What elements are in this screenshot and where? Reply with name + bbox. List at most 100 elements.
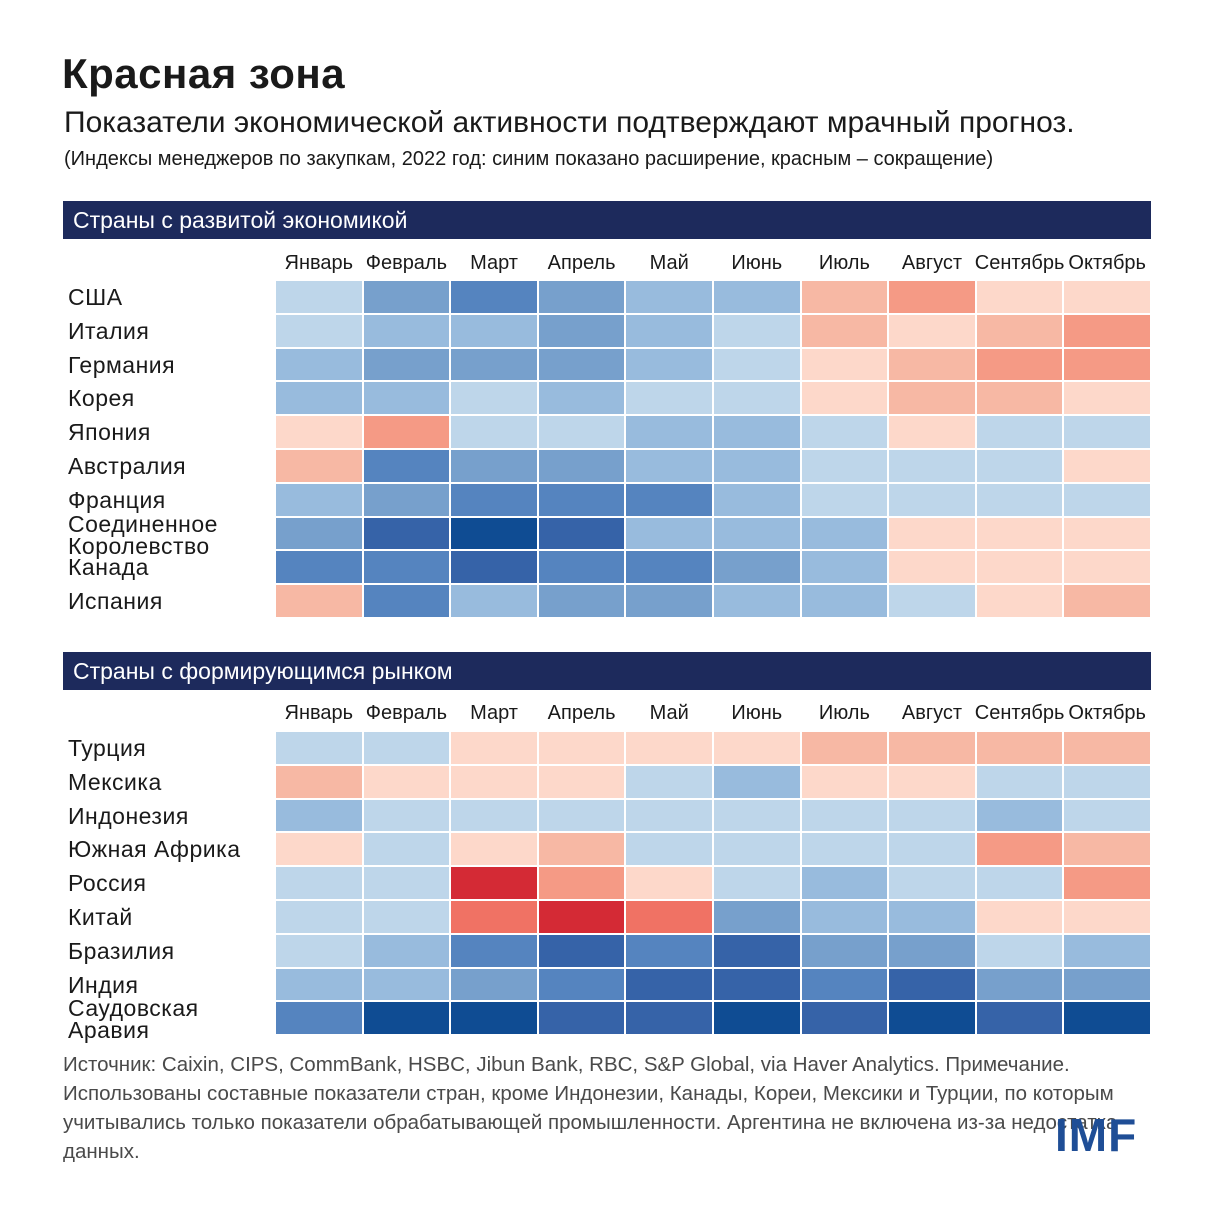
heatmap-cell	[975, 313, 1064, 348]
country-label: Канада	[68, 554, 149, 581]
heatmap-cell	[713, 764, 801, 799]
heatmap-cell	[888, 866, 976, 900]
heatmap-cell	[888, 1001, 976, 1036]
heatmap-cell	[275, 347, 363, 382]
heatmap-cell	[1063, 313, 1151, 348]
heatmap-cell	[800, 347, 889, 382]
heatmap-cell	[625, 933, 713, 968]
heatmap-cell	[275, 415, 363, 449]
heatmap-cell	[450, 933, 538, 968]
heatmap-cell	[275, 731, 363, 765]
country-label: Бразилия	[68, 937, 175, 964]
heatmap-cell	[450, 798, 538, 833]
heatmap-cell	[275, 798, 363, 833]
heatmap-cell	[888, 516, 976, 551]
country-label: Турция	[68, 735, 147, 761]
heatmap-cell	[450, 482, 538, 517]
heatmap-cell	[975, 832, 1064, 867]
month-label: Февраль	[365, 702, 448, 724]
heatmap-cell	[450, 381, 538, 416]
heatmap-cell	[1063, 280, 1151, 314]
heatmap-cell	[362, 798, 451, 833]
heatmap-cell	[713, 313, 801, 348]
heatmap-cell	[537, 516, 626, 551]
chart-subtitle: Показатели экономической активности подт…	[64, 106, 1075, 139]
heatmap-cell	[1063, 866, 1151, 900]
heatmap-cell	[625, 313, 713, 348]
imf-logo: IMF	[1055, 1109, 1138, 1161]
heatmap-cell	[625, 449, 713, 483]
heatmap-cell	[975, 933, 1064, 968]
month-label: Май	[649, 702, 689, 724]
heatmap-cell	[975, 550, 1064, 585]
heatmap-cell	[275, 584, 363, 618]
heatmap-cell	[362, 832, 451, 867]
section-header-advanced: Страны с развитой экономикой	[63, 201, 1151, 239]
heatmap-cell	[625, 866, 713, 900]
heatmap-cell	[450, 449, 538, 483]
heatmap-cell	[275, 550, 363, 585]
heatmap-cell	[975, 1001, 1064, 1036]
country-label: Соединенное Королевство	[68, 510, 218, 559]
heatmap-cell	[975, 584, 1064, 618]
month-label: Июнь	[731, 702, 783, 724]
month-label: Октябрь	[1068, 702, 1146, 724]
heatmap-cell	[1063, 933, 1151, 968]
heatmap-cell	[1063, 482, 1151, 517]
month-label: Март	[470, 702, 518, 724]
heatmap-cell	[888, 967, 976, 1002]
heatmap-cell	[800, 967, 889, 1002]
heatmap-cell	[713, 731, 801, 765]
heatmap-cell	[537, 1001, 626, 1036]
heatmap-cell	[362, 584, 451, 618]
heatmap-cell	[362, 866, 451, 900]
heatmap-cell	[537, 381, 626, 416]
heatmap-cell	[537, 866, 626, 900]
heatmap-cell	[888, 584, 976, 618]
month-label: Апрель	[547, 252, 616, 274]
heatmap-cell	[362, 967, 451, 1002]
heatmap-cell	[537, 347, 626, 382]
heatmap-cell	[537, 280, 626, 314]
heatmap-cell	[362, 731, 451, 765]
country-label: Франция	[68, 486, 166, 513]
heatmap-cell	[275, 280, 363, 314]
heatmap-cell	[713, 832, 801, 867]
heatmap-cell	[450, 866, 538, 900]
heatmap-cell	[450, 832, 538, 867]
month-label: Август	[901, 702, 963, 724]
heatmap-cell	[713, 482, 801, 517]
heatmap-cell	[713, 866, 801, 900]
heatmap-cell	[1063, 731, 1151, 765]
heatmap-cell	[888, 764, 976, 799]
heatmap-cell	[1063, 381, 1151, 416]
heatmap-cell	[625, 798, 713, 833]
heatmap-cell	[800, 449, 889, 483]
heatmap-cell	[625, 516, 713, 551]
heatmap-cell	[450, 731, 538, 765]
heatmap-cell	[450, 584, 538, 618]
heatmap-cell	[537, 967, 626, 1002]
heatmap-cell	[975, 280, 1064, 314]
country-label: Австралия	[68, 453, 187, 479]
heatmap-cell	[713, 347, 801, 382]
heatmap-cell	[888, 449, 976, 483]
heatmap-cell	[713, 449, 801, 483]
heatmap-cell	[888, 798, 976, 833]
heatmap-cell	[362, 313, 451, 348]
heatmap-cell	[1063, 347, 1151, 382]
month-label: Октябрь	[1068, 252, 1146, 274]
heatmap-cell	[800, 550, 889, 585]
heatmap-cell	[975, 764, 1064, 799]
heatmap-cell	[537, 550, 626, 585]
country-label: Италия	[68, 317, 150, 344]
heatmap-cell	[800, 764, 889, 799]
heatmap-cell	[625, 550, 713, 585]
heatmap-cell	[1063, 1001, 1151, 1036]
heatmap-cell	[362, 516, 451, 551]
heatmap-cell	[537, 731, 626, 765]
heatmap-cell	[888, 280, 976, 314]
heatmap-cell	[800, 381, 889, 416]
month-label: Сентябрь	[974, 702, 1065, 724]
heatmap-cell	[713, 381, 801, 416]
